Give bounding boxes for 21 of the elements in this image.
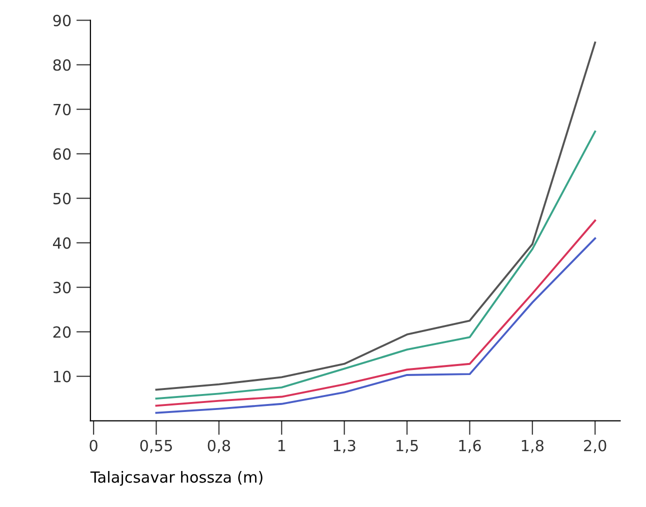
x-tick-label: 1,5 <box>396 440 418 453</box>
x-tick-label: 0,8 <box>208 440 230 453</box>
y-tick-label: 30 <box>53 282 71 294</box>
y-tick-label: 90 <box>53 14 71 26</box>
y-tick-label: 60 <box>53 148 71 160</box>
x-tick-label: 0 <box>90 440 98 452</box>
x-tick-label: 1,3 <box>334 440 356 453</box>
y-tick-label: 80 <box>53 59 71 71</box>
x-tick-label: 0,55 <box>140 440 172 453</box>
y-tick-label: 20 <box>53 326 71 338</box>
y-tick-label: 10 <box>54 370 71 382</box>
x-axis-title: Talajcsavar hossza (m) <box>90 471 262 486</box>
y-tick-label: 70 <box>54 104 71 116</box>
x-tick-label: 2,0 <box>584 440 606 453</box>
x-tick-label: 1,8 <box>522 440 544 453</box>
line-series <box>155 42 596 391</box>
y-tick-label: 40 <box>52 237 71 249</box>
y-tick-label: 50 <box>53 192 71 204</box>
x-tick-label: 1,6 <box>459 440 481 453</box>
x-tick-label: 1 <box>278 440 286 452</box>
line-series <box>155 130 596 400</box>
